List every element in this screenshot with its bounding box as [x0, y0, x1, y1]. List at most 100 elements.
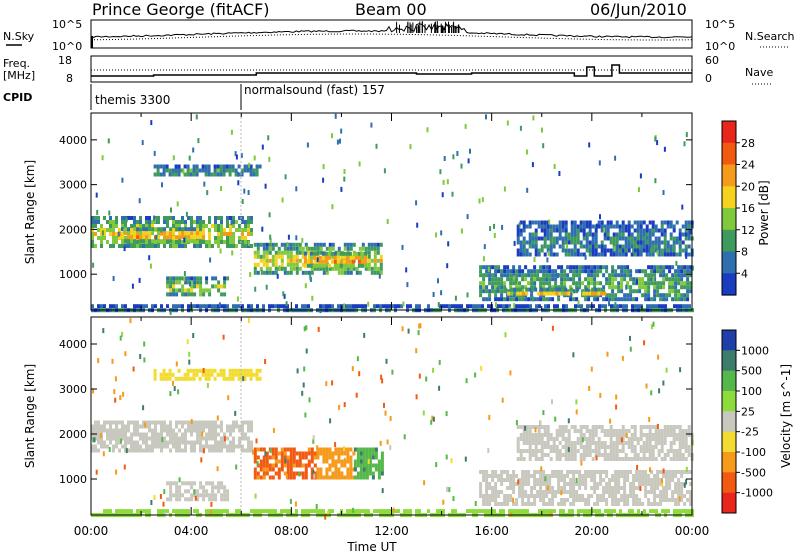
heatmap-cell	[537, 252, 541, 257]
heatmap-cell	[223, 485, 227, 490]
heatmap-cell	[566, 289, 570, 294]
heatmap-cell	[647, 289, 651, 294]
heatmap-cell	[325, 455, 329, 460]
heatmap-cell	[365, 463, 369, 468]
heatmap-cell	[491, 474, 495, 478]
heatmap-cell	[124, 220, 127, 224]
heatmap-cell	[661, 478, 663, 484]
heatmap-cell	[599, 214, 601, 220]
heatmap-cell	[590, 470, 594, 474]
heatmap-cell	[564, 449, 568, 453]
heatmap-cell	[528, 441, 532, 445]
heatmap-cell	[497, 269, 501, 274]
heatmap-cell	[363, 255, 367, 260]
heatmap-cell	[136, 509, 139, 514]
heatmap-cell	[208, 432, 211, 437]
heatmap-cell	[479, 486, 483, 490]
heatmap-cell	[563, 486, 567, 490]
heatmap-cell	[437, 278, 439, 284]
heatmap-cell	[666, 449, 670, 453]
heatmap-cell	[552, 240, 556, 245]
heatmap-cell	[608, 297, 612, 302]
noise-left-tick-top: 10^5	[52, 18, 82, 31]
heatmap-cell	[531, 220, 535, 225]
heatmap-cell	[516, 425, 520, 429]
heatmap-cell	[222, 168, 226, 173]
heatmap-cell	[312, 438, 315, 444]
heatmap-cell	[253, 155, 256, 161]
heatmap-cell	[124, 304, 127, 309]
heatmap-cell	[644, 470, 648, 474]
heatmap-cell	[516, 236, 520, 241]
heatmap-cell	[589, 304, 592, 309]
heatmap-cell	[533, 474, 537, 478]
heatmap-cell	[647, 498, 651, 502]
heatmap-cell	[570, 287, 574, 292]
heatmap-cell	[629, 269, 633, 274]
heatmap-cell	[687, 228, 691, 233]
heatmap-cell	[358, 161, 361, 167]
heatmap-cell	[166, 284, 170, 289]
heatmap-cell	[638, 187, 640, 193]
heatmap-cell	[685, 509, 688, 514]
heatmap-cell	[645, 433, 649, 437]
power-ylabel: Slant Range [km]	[23, 160, 37, 264]
heatmap-cell	[677, 273, 681, 278]
heatmap-cell	[280, 455, 284, 460]
heatmap-cell	[310, 467, 314, 472]
heatmap-cell	[199, 224, 202, 228]
heatmap-cell	[680, 265, 684, 270]
heatmap-cell	[659, 482, 663, 486]
heatmap-cell	[572, 498, 576, 502]
heatmap-cell	[274, 258, 278, 263]
heatmap-cell	[267, 135, 270, 141]
heatmap-cell	[666, 429, 670, 433]
heatmap-cell	[674, 486, 678, 490]
heatmap-cell	[193, 220, 196, 224]
heatmap-cell	[208, 448, 211, 453]
heatmap-cell	[153, 495, 156, 500]
heatmap-cell	[509, 306, 512, 312]
heatmap-cell	[588, 232, 592, 237]
heatmap-cell	[217, 481, 221, 486]
heatmap-cell	[328, 509, 331, 514]
heatmap-cell	[389, 445, 392, 451]
heatmap-cell	[582, 232, 586, 237]
heatmap-cell	[175, 227, 179, 232]
heatmap-cell	[446, 179, 449, 185]
heatmap-cell	[572, 273, 576, 278]
heatmap-cell	[652, 321, 655, 327]
heatmap-cell	[570, 228, 574, 233]
heatmap-cell	[638, 498, 642, 502]
heatmap-cell	[503, 269, 507, 274]
heatmap-cell	[106, 509, 109, 514]
heatmap-cell	[573, 248, 577, 253]
heatmap-cell	[675, 220, 679, 225]
heatmap-cell	[475, 304, 478, 309]
heatmap-cell	[548, 502, 552, 506]
heatmap-cell	[663, 441, 667, 445]
heatmap-cell	[633, 248, 637, 253]
heatmap-cell	[133, 440, 136, 445]
heatmap-cell	[614, 474, 618, 478]
heatmap-cell	[172, 440, 175, 445]
heatmap-cell	[247, 428, 250, 433]
heatmap-cell	[220, 497, 224, 502]
heatmap-cell	[187, 424, 190, 429]
heatmap-cell	[301, 262, 305, 267]
heatmap-cell	[517, 304, 520, 309]
heatmap-cell	[187, 428, 190, 433]
heatmap-cell	[665, 265, 669, 270]
heatmap-cell	[687, 449, 691, 453]
heatmap-cell	[231, 250, 234, 256]
heatmap-cell	[256, 471, 260, 476]
heatmap-cell	[543, 224, 547, 229]
heatmap-cell	[689, 285, 693, 290]
heatmap-cell	[494, 470, 498, 474]
heatmap-cell	[614, 494, 618, 498]
heatmap-cell	[100, 428, 103, 433]
heatmap-cell	[217, 232, 220, 236]
heatmap-cell	[334, 475, 338, 480]
heatmap-cell	[283, 451, 287, 456]
